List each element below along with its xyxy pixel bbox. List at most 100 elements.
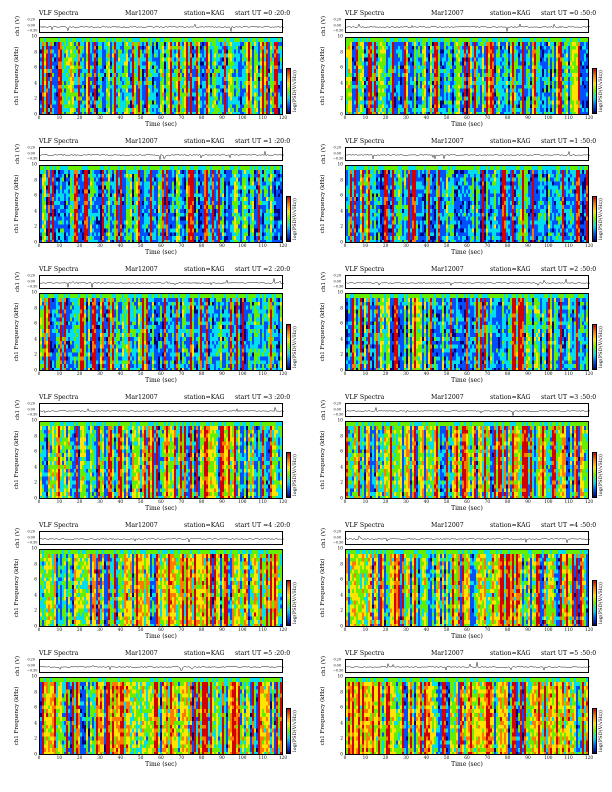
frequency-tick-label: 8 (29, 690, 37, 695)
title-station: station=KAG (184, 521, 225, 530)
frequency-tick-label: 10 (29, 547, 37, 552)
time-tick-label: 30 (403, 116, 408, 121)
trace-axis-label-text: ch1 (V) (321, 528, 327, 548)
frequency-axis-label-text: ch1 Frequency (kHz) (320, 559, 326, 618)
colorbar (592, 196, 597, 242)
frequency-axis-label-text: ch1 Frequency (kHz) (14, 47, 20, 106)
waveform-svg (40, 23, 284, 32)
time-tick-label: 70 (179, 500, 184, 505)
frequency-axis-label-text: ch1 Frequency (kHz) (14, 431, 20, 490)
time-tick-label: 120 (585, 244, 593, 249)
spectrogram-plot (345, 677, 589, 755)
title-date: Mar12007 (431, 393, 464, 402)
time-tick-label: 10 (57, 756, 62, 761)
spectrogram-panel: VLF Spectra Mar12007 station=KAG start UT =… (12, 138, 298, 262)
time-axis-label: Time (sec) (39, 505, 283, 512)
time-tick-label: 110 (565, 116, 573, 121)
spectrogram-svg (346, 294, 588, 370)
time-tick-label: 100 (544, 372, 552, 377)
time-tick-label: 40 (424, 372, 429, 377)
spectrogram-svg (40, 38, 282, 114)
colorbar-label: log(PSD(V/√Hz)) (291, 452, 299, 498)
time-tick-label: 100 (544, 244, 552, 249)
panel-title: VLF Spectra Mar12007 station=KAG start UT =… (39, 649, 290, 658)
time-axis-label: Time (sec) (39, 377, 283, 384)
colorbar (592, 68, 597, 114)
time-tick-label: 10 (363, 756, 368, 761)
waveform-line (346, 662, 590, 671)
time-tick-label: 110 (259, 500, 267, 505)
title-label: VLF Spectra (39, 393, 78, 402)
time-tick-label: 120 (279, 244, 287, 249)
time-tick-label: 120 (585, 500, 593, 505)
time-tick-label: 110 (565, 628, 573, 633)
trace-tick-label: −0.50 (333, 413, 343, 418)
trace-tick-label: −0.50 (27, 285, 37, 290)
title-date: Mar12007 (431, 265, 464, 274)
time-tick-label: 50 (138, 756, 143, 761)
frequency-tick-label: 10 (29, 291, 37, 296)
waveform-trace (345, 275, 590, 289)
trace-tick-label: 0.20 (333, 18, 341, 23)
frequency-tick-label: 8 (29, 434, 37, 439)
trace-tick-label: 0.00 (333, 663, 341, 668)
panel-title: VLF Spectra Mar12007 station=KAG start UT =… (39, 265, 290, 274)
colorbar-label-text: log(PSD(V/√Hz)) (292, 582, 298, 624)
time-tick-label: 70 (179, 116, 184, 121)
spectrogram-panel: VLF Spectra Mar12007 station=KAG start UT =… (318, 649, 604, 774)
frequency-tick-label: 8 (335, 306, 343, 311)
waveform-svg (40, 664, 284, 672)
waveform-svg (346, 278, 590, 287)
time-tick-label: 40 (424, 244, 429, 249)
frequency-axis-label-text: ch1 Frequency (kHz) (320, 47, 326, 106)
waveform-svg (40, 151, 284, 160)
time-tick-label: 100 (544, 116, 552, 121)
frequency-tick-label: 2 (29, 609, 37, 614)
spectrogram-panel: VLF Spectra Mar12007 station=KAG start UT =… (12, 265, 298, 390)
time-tick-label: 0 (344, 628, 347, 633)
time-tick-label: 100 (238, 756, 246, 761)
time-tick-label: 0 (38, 116, 41, 121)
frequency-tick-label: 10 (335, 547, 343, 552)
time-tick-label: 100 (238, 372, 246, 377)
time-tick-label: 0 (38, 756, 41, 761)
time-tick-label: 40 (118, 116, 123, 121)
time-tick-label: 100 (238, 244, 246, 249)
time-tick-label: 50 (138, 372, 143, 377)
time-tick-label: 80 (199, 756, 204, 761)
title-date: Mar12007 (125, 9, 158, 18)
time-tick-label: 90 (219, 756, 224, 761)
waveform-trace (345, 403, 590, 417)
title-start-time: start UT =4 :50:0 (541, 521, 596, 530)
frequency-tick-label: 8 (335, 434, 343, 439)
title-station: station=KAG (490, 649, 531, 658)
time-tick-label: 70 (179, 244, 184, 249)
frequency-tick-label: 8 (335, 562, 343, 567)
panel-title: VLF Spectra Mar12007 station=KAG start UT =… (39, 9, 290, 18)
frequency-axis-label-text: ch1 Frequency (kHz) (14, 559, 20, 618)
time-tick-label: 100 (238, 500, 246, 505)
time-tick-label: 80 (199, 244, 204, 249)
time-tick-label: 20 (383, 244, 388, 249)
time-tick-label: 50 (138, 628, 143, 633)
time-tick-label: 110 (565, 372, 573, 377)
time-tick-label: 0 (344, 372, 347, 377)
frequency-tick-label: 0 (335, 753, 343, 758)
frequency-tick-label: 4 (29, 593, 37, 598)
time-tick-label: 110 (565, 244, 573, 249)
time-axis-label: Time (sec) (345, 761, 589, 768)
title-station: station=KAG (184, 265, 225, 274)
frequency-tick-label: 0 (335, 497, 343, 502)
time-tick-label: 80 (505, 116, 510, 121)
time-tick-label: 30 (97, 244, 102, 249)
panel-title: VLF Spectra Mar12007 station=KAG start UT =… (39, 393, 290, 402)
frequency-tick-label: 2 (29, 353, 37, 358)
title-start-time: start UT =4 :20:0 (235, 521, 290, 530)
title-label: VLF Spectra (345, 265, 384, 274)
title-start-time: start UT =0 :20:0 (235, 9, 290, 18)
trace-tick-label: 0.20 (27, 530, 35, 535)
title-station: station=KAG (490, 265, 531, 274)
time-axis-label: Time (sec) (345, 377, 589, 384)
frequency-tick-label: 0 (335, 625, 343, 630)
title-start-time: start UT =3 :20:0 (235, 393, 290, 402)
